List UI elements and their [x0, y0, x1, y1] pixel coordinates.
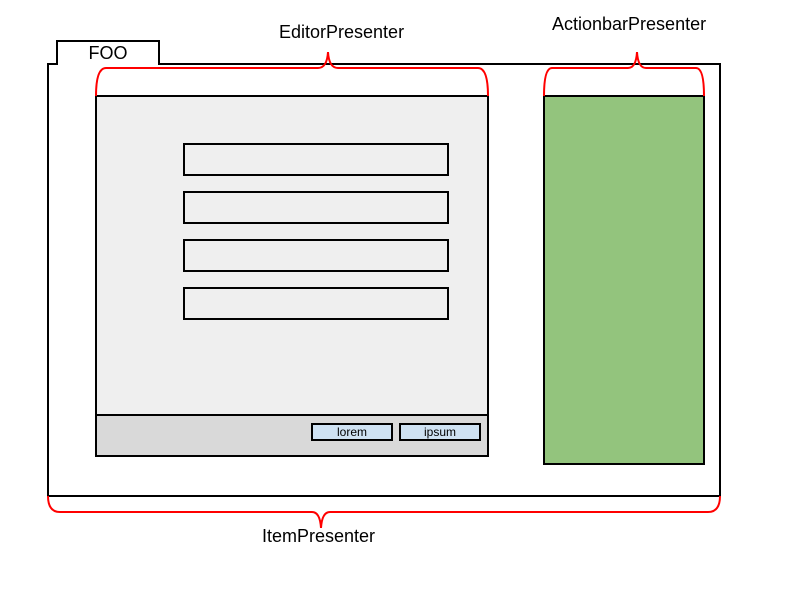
item-presenter-label: ItemPresenter [262, 526, 376, 546]
editor-field-4[interactable] [183, 287, 449, 320]
editor-footer-bar [95, 414, 489, 457]
ipsum-button[interactable]: ipsum [399, 423, 481, 441]
editor-presenter-brace [95, 51, 489, 97]
actionbar-presenter-label: ActionbarPresenter [552, 14, 707, 34]
lorem-button[interactable]: lorem [311, 423, 393, 441]
editor-field-2[interactable] [183, 191, 449, 224]
tab-foo[interactable]: FOO [56, 40, 160, 65]
editor-field-3[interactable] [183, 239, 449, 272]
actionbar-presenter-brace [543, 51, 705, 97]
editor-presenter-label: EditorPresenter [279, 22, 405, 42]
item-presenter-brace [47, 495, 721, 529]
actionbar-presenter-panel [543, 95, 705, 465]
editor-field-1[interactable] [183, 143, 449, 176]
